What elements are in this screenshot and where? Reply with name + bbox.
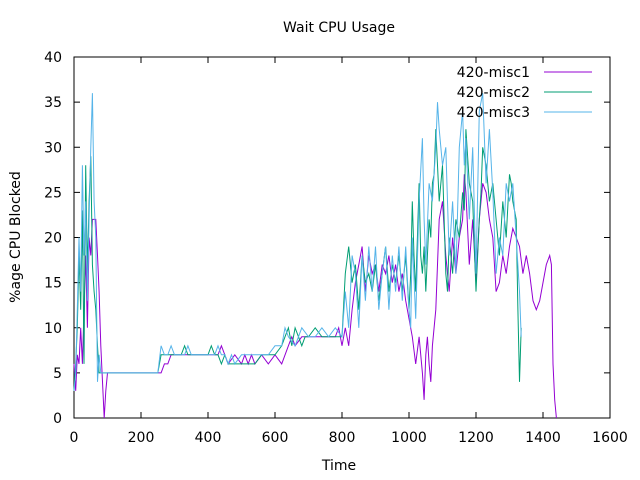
- x-tick-label: 1400: [525, 430, 561, 446]
- y-axis-label: %age CPU Blocked: [8, 171, 24, 303]
- y-tick-label: 10: [44, 321, 62, 337]
- series-lines: [73, 93, 557, 419]
- legend-label: 420-misc2: [457, 85, 530, 101]
- x-tick-label: 1000: [391, 430, 427, 446]
- y-tick-label: 0: [53, 411, 62, 427]
- x-tick-label: 800: [329, 430, 356, 446]
- y-tick-label: 5: [53, 366, 62, 382]
- x-tick-label: 600: [262, 430, 289, 446]
- y-tick-label: 20: [44, 231, 62, 247]
- series-line-420-misc1: [73, 174, 557, 419]
- legend: 420-misc1 420-misc2 420-misc3: [457, 65, 592, 121]
- y-tick-label: 25: [44, 185, 62, 201]
- series-line-420-misc2: [73, 129, 522, 391]
- y-tick-label: 40: [44, 50, 62, 66]
- x-tick-label: 400: [195, 430, 222, 446]
- x-tick-label: 1600: [592, 430, 628, 446]
- legend-label: 420-misc1: [457, 65, 530, 81]
- axis-ticks: 0 200 400 600 800 1000 1200 1400 1600 0 5 10 15 20 25 3…: [44, 50, 628, 446]
- y-tick-label: 30: [44, 140, 62, 156]
- series-line-420-misc3: [73, 93, 522, 391]
- x-tick-label: 1200: [458, 430, 494, 446]
- chart-title: Wait CPU Usage: [283, 20, 395, 36]
- legend-label: 420-misc3: [457, 105, 530, 121]
- y-tick-label: 15: [44, 276, 62, 292]
- x-axis-label: Time: [321, 458, 356, 474]
- x-tick-label: 200: [128, 430, 155, 446]
- y-tick-label: 35: [44, 95, 62, 111]
- x-tick-label: 0: [70, 430, 79, 446]
